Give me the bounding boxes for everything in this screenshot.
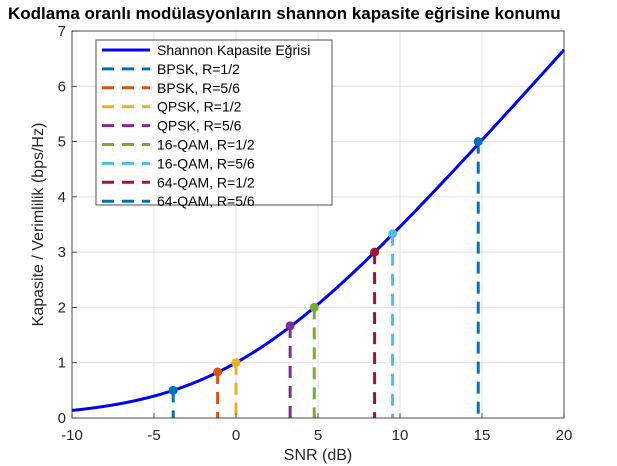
data-point — [388, 229, 398, 239]
y-tick-label: 2 — [58, 299, 66, 316]
y-tick-label: 4 — [58, 189, 66, 206]
x-tick-label: 20 — [556, 427, 573, 444]
data-point — [231, 358, 241, 368]
legend-label: Shannon Kapasite Eğrisi — [157, 42, 310, 58]
data-points — [168, 137, 483, 395]
x-tick-label: 10 — [392, 427, 409, 444]
data-point — [168, 385, 178, 395]
data-point — [370, 247, 380, 257]
data-point — [473, 137, 483, 147]
y-tick-label: 7 — [58, 23, 66, 40]
y-axis-label: Kapasite / Verimlilik (bps/Hz) — [30, 123, 47, 327]
y-tick-label: 3 — [58, 244, 66, 261]
legend-label: QPSK, R=1/2 — [157, 99, 242, 115]
legend: Shannon Kapasite Eğrisi BPSK, R=1/2 BPSK, … — [95, 39, 333, 209]
legend-label: BPSK, R=5/6 — [157, 80, 240, 96]
x-axis-ticks: -10 -5 0 5 10 15 20 — [61, 413, 572, 444]
y-tick-label: 0 — [58, 410, 66, 427]
chart-title: Kodlama oranlı modülasyonların shannon k… — [8, 4, 561, 23]
x-tick-label: 0 — [232, 427, 240, 444]
data-point — [213, 367, 223, 377]
y-tick-label: 1 — [58, 355, 66, 372]
x-tick-label: 5 — [314, 427, 322, 444]
data-point — [285, 321, 295, 331]
legend-label: 16-QAM, R=1/2 — [157, 137, 255, 153]
legend-label: BPSK, R=1/2 — [157, 61, 240, 77]
x-tick-label: -5 — [147, 427, 160, 444]
y-tick-label: 5 — [58, 134, 66, 151]
data-point — [309, 302, 319, 312]
x-axis-label: SNR (dB) — [284, 447, 352, 464]
legend-label: QPSK, R=5/6 — [157, 118, 242, 134]
drop-lines — [171, 141, 480, 418]
legend-label: 64-QAM, R=1/2 — [157, 174, 255, 190]
x-tick-label: 15 — [474, 427, 491, 444]
legend-label: 16-QAM, R=5/6 — [157, 155, 255, 171]
legend-box — [95, 39, 333, 206]
y-axis-ticks: 0 1 2 3 4 5 6 7 — [58, 23, 77, 427]
x-tick-label: -10 — [61, 427, 83, 444]
legend-label: 64-QAM, R=5/6 — [157, 193, 255, 209]
y-tick-label: 6 — [58, 78, 66, 95]
